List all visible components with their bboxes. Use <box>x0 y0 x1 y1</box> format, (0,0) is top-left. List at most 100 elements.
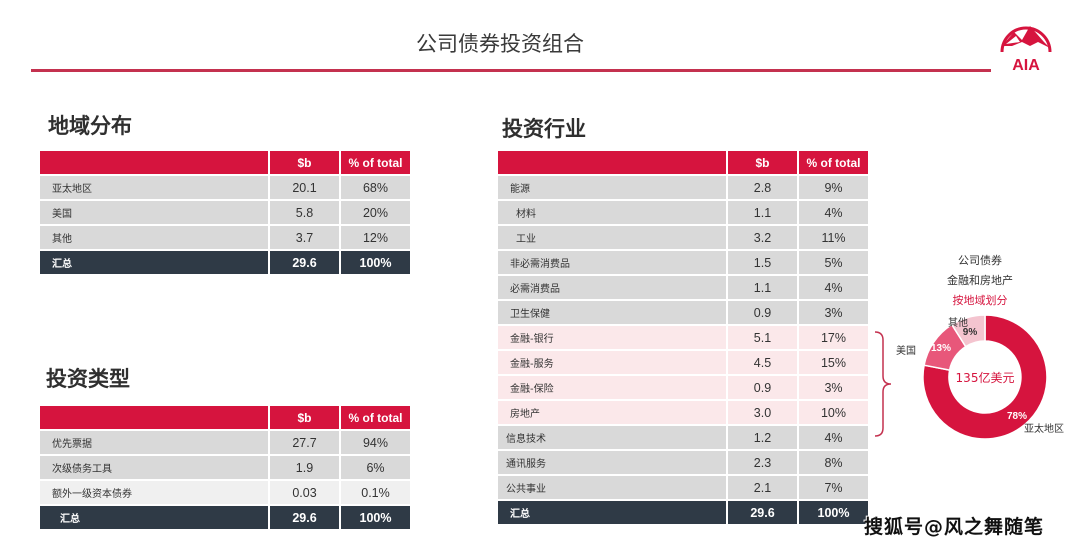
row-label: 信息技术 <box>498 426 728 451</box>
other-label: 其他 <box>948 318 968 329</box>
row-value: 1.1 <box>728 276 799 301</box>
row-pct: 6% <box>341 456 412 481</box>
row-value: 20.1 <box>270 176 341 201</box>
row-label: 房地产 <box>498 401 728 426</box>
row-value: 4.5 <box>728 351 799 376</box>
table-header: $b % of total <box>40 406 412 431</box>
row-value: 0.9 <box>728 376 799 401</box>
watermark: 搜狐号@风之舞随笔 <box>864 516 1045 538</box>
donut-title-line3: 按地域划分 <box>952 294 1008 307</box>
header-amount: $b <box>270 151 341 176</box>
us-pct: 13% <box>931 343 951 354</box>
row-label: 材料 <box>498 201 728 226</box>
table-row: 次级债务工具 1.9 6% <box>40 456 412 481</box>
row-value: 3.2 <box>728 226 799 251</box>
table-row: 能源 2.8 9% <box>498 176 870 201</box>
row-pct: 10% <box>799 401 870 426</box>
row-pct: 4% <box>799 201 870 226</box>
header-pct: % of total <box>341 151 412 176</box>
title-divider <box>31 69 991 72</box>
header-pct: % of total <box>341 406 412 431</box>
row-value: 2.1 <box>728 476 799 501</box>
svg-text:AIA: AIA <box>1012 57 1040 74</box>
header-label <box>40 406 270 431</box>
row-pct: 3% <box>799 301 870 326</box>
type-section-title: 投资类型 <box>46 367 130 391</box>
row-pct: 94% <box>341 431 412 456</box>
total-label: 汇总 <box>40 506 270 531</box>
total-pct: 100% <box>341 506 412 531</box>
row-value: 1.9 <box>270 456 341 481</box>
total-label: 汇总 <box>498 501 728 526</box>
row-label: 额外一级资本债券 <box>40 481 270 506</box>
total-row: 汇总 29.6 100% <box>40 251 412 276</box>
header-amount: $b <box>270 406 341 431</box>
other-pct: 9% <box>963 327 978 338</box>
row-pct: 12% <box>341 226 412 251</box>
table-row: 金融-银行 5.1 17% <box>498 326 870 351</box>
row-label: 美国 <box>40 201 270 226</box>
row-label: 金融-保险 <box>498 376 728 401</box>
group-brace-icon <box>874 331 892 437</box>
row-label: 工业 <box>498 226 728 251</box>
row-label: 优先票据 <box>40 431 270 456</box>
row-value: 1.1 <box>728 201 799 226</box>
header-label <box>498 151 728 176</box>
row-value: 5.1 <box>728 326 799 351</box>
row-pct: 11% <box>799 226 870 251</box>
table-row: 优先票据 27.7 94% <box>40 431 412 456</box>
page-title: 公司债券投资组合 <box>416 32 584 56</box>
table-header: $b % of total <box>40 151 412 176</box>
type-table: $b % of total 优先票据 27.7 94% 次级债务工具 1.9 6… <box>40 406 412 531</box>
industry-table: $b % of total 能源 2.8 9% 材料 1.1 4% 工业 3.2… <box>498 151 870 526</box>
table-row: 房地产 3.0 10% <box>498 401 870 426</box>
row-label: 金融-银行 <box>498 326 728 351</box>
row-pct: 8% <box>799 451 870 476</box>
table-row: 亚太地区 20.1 68% <box>40 176 412 201</box>
total-row: 汇总 29.6 100% <box>498 501 870 526</box>
row-pct: 17% <box>799 326 870 351</box>
total-row: 汇总 29.6 100% <box>40 506 412 531</box>
row-value: 1.2 <box>728 426 799 451</box>
row-label: 次级债务工具 <box>40 456 270 481</box>
us-label: 美国 <box>896 346 916 357</box>
row-value: 2.3 <box>728 451 799 476</box>
industry-section-title: 投资行业 <box>502 117 586 141</box>
geo-table: $b % of total 亚太地区 20.1 68% 美国 5.8 20% 其… <box>40 151 412 276</box>
row-pct: 15% <box>799 351 870 376</box>
row-pct: 4% <box>799 276 870 301</box>
table-header: $b % of total <box>498 151 870 176</box>
row-label: 金融-服务 <box>498 351 728 376</box>
donut-center-label: 135亿美元 <box>956 370 1015 385</box>
row-pct: 5% <box>799 251 870 276</box>
geo-section-title: 地域分布 <box>48 114 132 138</box>
row-value: 2.8 <box>728 176 799 201</box>
table-row: 必需消费品 1.1 4% <box>498 276 870 301</box>
row-label: 公共事业 <box>498 476 728 501</box>
table-row: 通讯服务 2.3 8% <box>498 451 870 476</box>
row-value: 0.9 <box>728 301 799 326</box>
row-label: 卫生保健 <box>498 301 728 326</box>
header-label <box>40 151 270 176</box>
apac-pct: 78% <box>1007 411 1027 422</box>
row-pct: 7% <box>799 476 870 501</box>
table-row: 材料 1.1 4% <box>498 201 870 226</box>
row-label: 必需消费品 <box>498 276 728 301</box>
row-label: 其他 <box>40 226 270 251</box>
row-value: 3.0 <box>728 401 799 426</box>
table-row: 额外一级资本债券 0.03 0.1% <box>40 481 412 506</box>
total-pct: 100% <box>341 251 412 276</box>
row-pct: 9% <box>799 176 870 201</box>
header-pct: % of total <box>799 151 870 176</box>
row-label: 亚太地区 <box>40 176 270 201</box>
total-pct: 100% <box>799 501 870 526</box>
total-value: 29.6 <box>270 251 341 276</box>
row-pct: 20% <box>341 201 412 226</box>
total-label: 汇总 <box>40 251 270 276</box>
row-label: 通讯服务 <box>498 451 728 476</box>
header-amount: $b <box>728 151 799 176</box>
table-row: 金融-保险 0.9 3% <box>498 376 870 401</box>
donut-title-line2: 金融和房地产 <box>947 274 1013 287</box>
table-row: 非必需消费品 1.5 5% <box>498 251 870 276</box>
row-label: 能源 <box>498 176 728 201</box>
